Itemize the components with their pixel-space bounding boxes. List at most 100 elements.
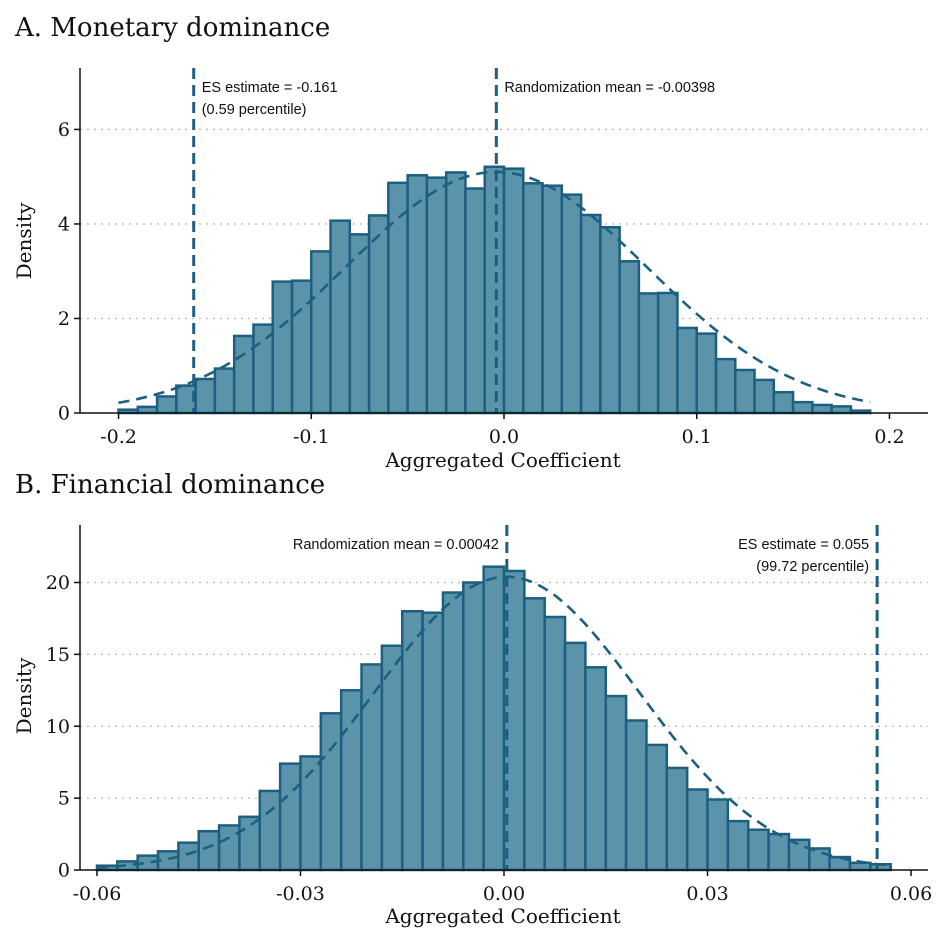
- histogram-bar: [462, 581, 485, 872]
- histogram-bar: [522, 182, 544, 415]
- histogram-bar: [695, 332, 718, 415]
- histogram-bar: [425, 176, 448, 415]
- annotation-label: ES estimate = 0.055: [738, 537, 869, 553]
- histogram-bar: [665, 766, 689, 872]
- x-tick-label: 0.2: [874, 426, 904, 448]
- histogram-bar: [421, 611, 445, 872]
- histogram-bar: [714, 357, 737, 415]
- y-tick-label: 6: [58, 119, 70, 141]
- histogram-bar: [706, 798, 730, 872]
- histogram-bar: [483, 165, 506, 415]
- y-tick-label: 0: [58, 860, 70, 882]
- y-tick-label: 15: [46, 644, 70, 666]
- histogram-bar: [197, 829, 221, 872]
- panel-title: A. Monetary dominance: [14, 13, 330, 43]
- histogram-bar: [830, 405, 853, 415]
- x-axis-label: Aggregated Coefficient: [384, 904, 620, 928]
- y-tick-label: 0: [58, 403, 70, 425]
- y-tick-label: 20: [46, 572, 70, 594]
- histogram-bar: [599, 226, 621, 415]
- panel-title: B. Financial dominance: [15, 470, 325, 500]
- density-curve: [96, 575, 891, 869]
- histogram-bar: [136, 405, 159, 415]
- histogram-bar: [726, 819, 750, 872]
- histogram-bar: [604, 694, 628, 872]
- x-tick-label: 0.1: [682, 426, 712, 448]
- panel-financial-dominance: B. Financial dominance Randomization mea…: [12, 470, 932, 928]
- histogram-bar: [656, 291, 679, 415]
- histogram-bar: [618, 260, 641, 415]
- histogram-bar: [502, 167, 525, 415]
- x-tick-label: 0.06: [890, 883, 932, 905]
- histogram-bar: [543, 615, 567, 872]
- histogram-bar: [523, 597, 546, 872]
- histogram-bar: [387, 181, 409, 415]
- x-tick-label: -0.1: [293, 426, 330, 448]
- y-axis-label: Density: [12, 657, 36, 734]
- histogram-bar: [772, 390, 795, 415]
- y-tick-label: 5: [58, 788, 70, 810]
- histogram-bar: [155, 395, 178, 415]
- histogram-bar: [464, 187, 486, 415]
- x-axis-label: Aggregated Coefficient: [384, 448, 620, 472]
- histogram-bar: [637, 292, 660, 415]
- x-tick-label: -0.03: [276, 883, 325, 905]
- histogram-bar: [808, 847, 831, 872]
- x-tick-label: -0.2: [100, 426, 137, 448]
- histogram-bar: [767, 832, 791, 872]
- histogram-bar: [329, 219, 352, 415]
- x-tick-label: -0.06: [73, 883, 122, 905]
- x-tick-label: 0.03: [686, 883, 728, 905]
- histogram-bar: [441, 591, 465, 872]
- histogram-bar: [310, 250, 332, 415]
- x-tick-label: 0.00: [483, 883, 525, 905]
- histogram-bar: [232, 334, 255, 415]
- annotation-label: Randomization mean = -0.00398: [504, 80, 715, 96]
- histogram-bar: [258, 789, 282, 872]
- density-curve: [118, 170, 871, 404]
- histogram-bar: [624, 719, 648, 872]
- histogram-bar: [482, 565, 506, 872]
- annotation-label: (99.72 percentile): [756, 559, 869, 575]
- histogram-bar: [746, 828, 770, 872]
- histogram-bar: [194, 377, 217, 415]
- histogram-bar: [563, 641, 587, 872]
- histogram-bar: [360, 663, 384, 872]
- histogram-bar: [290, 279, 313, 415]
- histogram-bar: [444, 171, 467, 415]
- histogram-bar: [252, 323, 274, 415]
- histogram-bar: [278, 762, 302, 872]
- histogram-bar: [676, 326, 698, 415]
- histogram-bar: [787, 838, 811, 872]
- y-axis-label: Density: [12, 202, 36, 279]
- histogram-bar: [734, 368, 756, 415]
- histogram-bar: [238, 815, 262, 872]
- histogram-bar: [848, 861, 872, 872]
- histogram-bar: [213, 367, 236, 415]
- annotation-label: ES estimate = -0.161: [202, 80, 338, 96]
- histogram-bar: [367, 214, 390, 415]
- histogram-bar: [791, 400, 814, 415]
- histogram-bar: [541, 184, 564, 415]
- histogram-bar: [339, 689, 363, 872]
- y-tick-label: 4: [58, 213, 70, 235]
- histogram-bar: [271, 280, 294, 415]
- y-tick-label: 2: [58, 308, 70, 330]
- histogram-bar: [579, 213, 602, 415]
- histogram-bar: [406, 174, 429, 415]
- histogram-bar: [560, 193, 583, 415]
- histogram-bar: [811, 403, 833, 415]
- histogram-bar: [753, 378, 776, 415]
- annotation-label: Randomization mean = 0.00042: [293, 537, 499, 553]
- histogram-bar: [584, 666, 608, 872]
- x-tick-label: 0.0: [489, 426, 519, 448]
- histogram-bar: [177, 841, 200, 872]
- annotation-label: (0.59 percentile): [202, 102, 307, 118]
- panel-monetary-dominance: A. Monetary dominance ES estimate = -0.1…: [12, 13, 928, 472]
- histogram-bar: [217, 824, 241, 872]
- y-tick-label: 10: [46, 716, 70, 738]
- histogram-bar: [685, 788, 709, 872]
- histogram-bar: [645, 743, 669, 872]
- histogram-bar: [319, 712, 343, 872]
